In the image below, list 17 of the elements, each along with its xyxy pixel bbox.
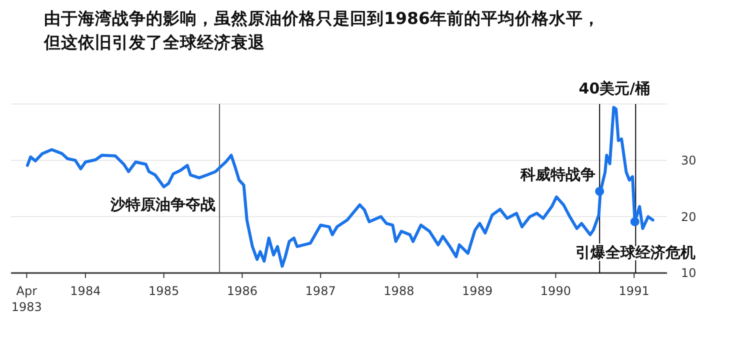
x-tick-label: 1990 (540, 284, 571, 298)
y-tick-label: 20 (681, 210, 696, 224)
y-tick-label: 10 (681, 266, 696, 280)
x-tick-label: 1991 (618, 284, 650, 298)
x-tick-label: 1984 (70, 284, 101, 298)
annotation: 沙特原油争夺战 (109, 195, 216, 214)
chart-subtitle: 但这依旧引发了全球经济衰退 (43, 33, 265, 52)
x-tick-label: Apr 1983 (11, 284, 42, 314)
x-tick-label: 1985 (148, 284, 180, 298)
x-tick-label: 1986 (226, 284, 258, 298)
y-tick-label: 30 (681, 154, 696, 168)
annotation: 科威特战争 (520, 165, 596, 184)
annotation: 40美元/桶 (578, 79, 650, 98)
x-tick-label: 1988 (384, 284, 414, 298)
x-tick-label: 1987 (305, 284, 336, 298)
chart-title: 由于海湾战争的影响，虽然原油价格只是回到1986年前的平均价格水平， (44, 9, 600, 28)
x-tick-label: 1989 (462, 284, 493, 298)
